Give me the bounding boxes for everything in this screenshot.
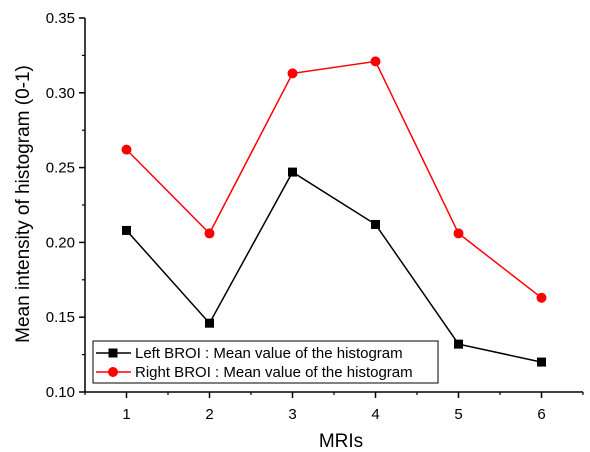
legend-marker-0	[108, 348, 118, 358]
x-tick-label-1: 2	[205, 406, 213, 423]
y-tick-label-0: 0.10	[46, 384, 75, 401]
x-tick-label-2: 3	[288, 406, 296, 423]
x-tick-label-3: 4	[371, 406, 379, 423]
y-tick-label-4: 0.30	[46, 85, 75, 102]
y-tick-label-2: 0.20	[46, 234, 75, 251]
data-point-1-0	[121, 144, 132, 155]
data-point-0-5	[537, 357, 546, 367]
data-point-1-1	[204, 228, 215, 239]
data-point-1-3	[370, 56, 381, 67]
y-tick-label-3: 0.25	[46, 160, 75, 177]
legend-label-1: Right BROI : Mean value of the histogram	[135, 364, 413, 381]
y-axis-title: Mean intensity of histogram (0-1)	[13, 65, 34, 343]
data-point-0-2	[288, 167, 297, 177]
series-line-0	[125, 171, 542, 363]
legend-box	[92, 340, 439, 384]
legend-marker-1	[108, 367, 118, 377]
data-point-0-0	[122, 225, 131, 235]
data-point-1-4	[453, 228, 464, 239]
x-tick-label-0: 1	[122, 406, 130, 423]
x-axis-title: MRIs	[319, 431, 363, 452]
data-point-1-5	[536, 292, 547, 303]
x-tick-label-4: 5	[454, 406, 462, 423]
series-line-1	[125, 60, 542, 299]
data-point-0-1	[205, 318, 214, 328]
legend-label-0: Left BROI : Mean value of the histogram	[135, 345, 403, 362]
y-tick-label-5: 0.35	[46, 10, 75, 27]
data-point-0-4	[454, 339, 463, 349]
y-tick-label-1: 0.15	[46, 309, 75, 326]
data-point-0-3	[371, 219, 380, 229]
x-tick-label-5: 6	[537, 406, 545, 423]
data-point-1-2	[287, 68, 298, 79]
